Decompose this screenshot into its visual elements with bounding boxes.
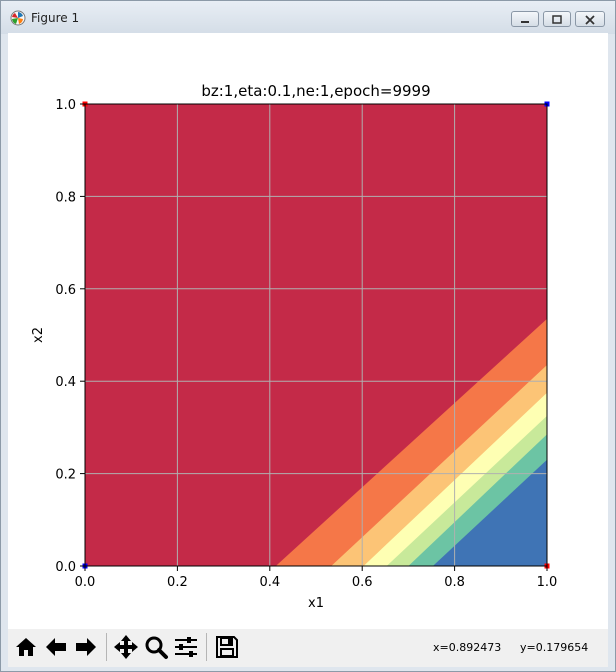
sliders-icon — [175, 637, 197, 657]
contour-bands — [85, 104, 547, 566]
arrow-right-icon — [76, 638, 96, 656]
y-tick-label: 0.4 — [55, 375, 76, 390]
y-axis-ticks: 0.0 0.2 0.4 0.6 0.8 1.0 — [55, 98, 85, 575]
y-tick-label: 1.0 — [55, 98, 76, 113]
home-icon — [16, 638, 36, 656]
chart: 0.0 0.2 0.4 0.6 0.8 1.0 0.0 0.2 0.4 0.6 0.8 1.0 bz… — [31, 82, 558, 611]
close-button[interactable] — [575, 11, 605, 27]
y-axis-label: x2 — [31, 327, 46, 343]
close-icon — [585, 15, 595, 25]
x-tick-label: 0.8 — [444, 575, 465, 590]
x-axis-label: x1 — [308, 596, 324, 611]
toolbar-separator — [106, 633, 107, 661]
x-tick-label: 1.0 — [537, 575, 558, 590]
maximize-icon — [552, 15, 562, 24]
x-axis-ticks: 0.0 0.2 0.4 0.6 0.8 1.0 — [75, 566, 558, 590]
back-button[interactable] — [42, 633, 70, 661]
y-tick-label: 0.8 — [55, 190, 76, 205]
title-bar[interactable]: Figure 1 — [1, 1, 615, 34]
maximize-button[interactable] — [543, 11, 571, 27]
move-icon — [114, 635, 138, 659]
chart-title: bz:1,eta:0.1,ne:1,epoch=9999 — [201, 82, 430, 100]
magnifier-icon — [145, 636, 168, 659]
save-button[interactable] — [213, 633, 241, 661]
arrow-left-icon — [46, 638, 66, 656]
forward-button[interactable] — [72, 633, 100, 661]
home-button[interactable] — [12, 633, 40, 661]
cursor-x-readout: x=0.892473 — [433, 641, 502, 654]
matplotlib-logo-icon — [10, 10, 26, 26]
window-title: Figure 1 — [31, 11, 80, 25]
x-tick-label: 0.4 — [259, 575, 280, 590]
y-tick-label: 0.6 — [55, 283, 76, 298]
minimize-icon — [521, 21, 529, 23]
toolbar-separator — [206, 633, 207, 661]
x-tick-label: 0.0 — [75, 575, 96, 590]
figure-canvas[interactable]: 0.0 0.2 0.4 0.6 0.8 1.0 0.0 0.2 0.4 0.6 0.8 1.0 bz… — [8, 33, 608, 629]
x-tick-label: 0.2 — [167, 575, 188, 590]
pan-button[interactable] — [112, 633, 140, 661]
zoom-button[interactable] — [142, 633, 170, 661]
y-tick-label: 0.2 — [55, 468, 76, 483]
minimize-button[interactable] — [511, 11, 539, 27]
floppy-disk-icon — [216, 636, 238, 658]
cursor-y-readout: y=0.179654 — [520, 641, 589, 654]
x-tick-label: 0.6 — [352, 575, 373, 590]
contour-band — [432, 459, 547, 566]
navigation-toolbar: x=0.892473 y=0.179654 — [8, 629, 608, 667]
y-tick-label: 0.0 — [55, 560, 76, 575]
axes-frame — [84, 103, 548, 567]
subplots-button[interactable] — [172, 633, 200, 661]
